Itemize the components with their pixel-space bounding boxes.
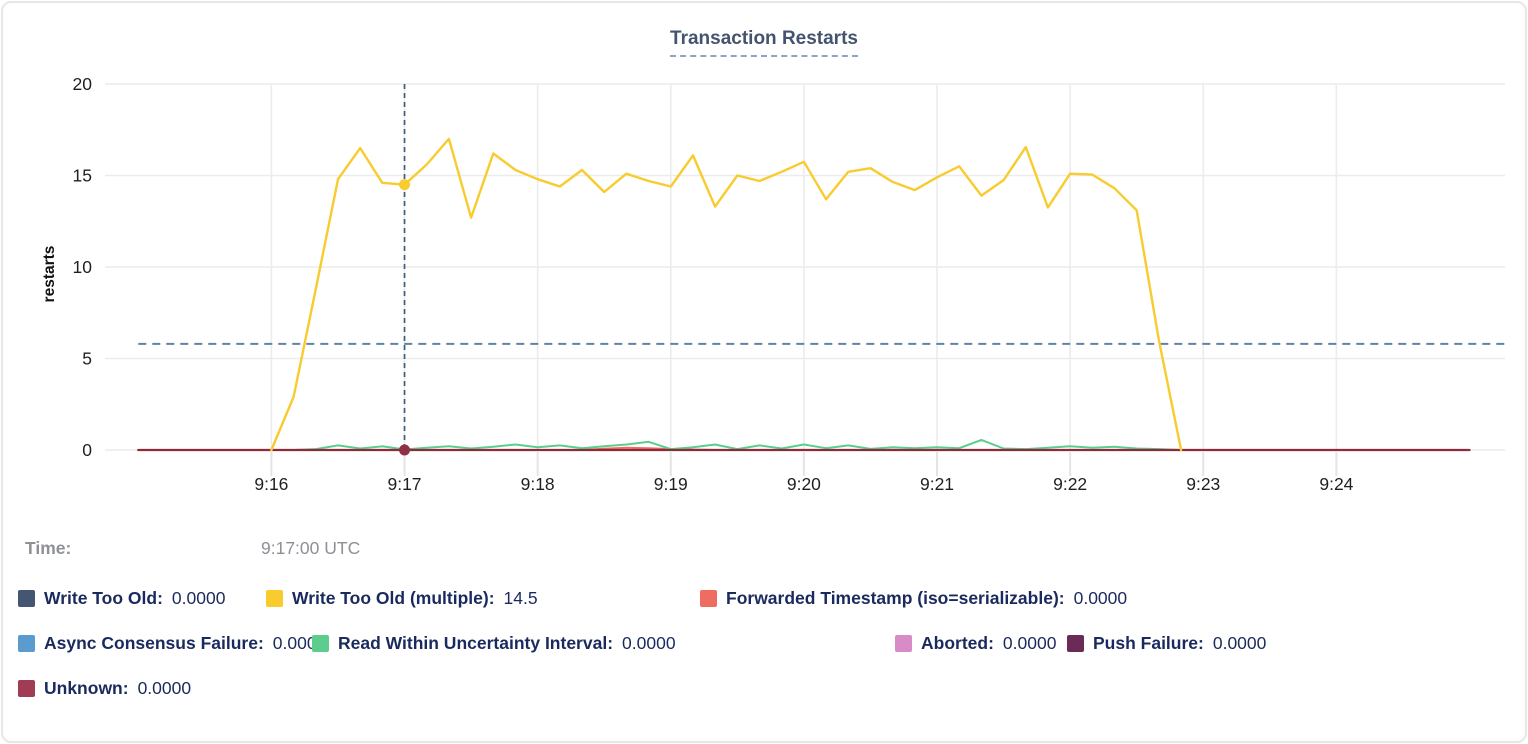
- legend-item-write-too-old[interactable]: Write Too Old: 0.0000: [18, 588, 225, 609]
- legend-label: Write Too Old (multiple):: [292, 588, 495, 608]
- y-tick-label: 10: [73, 257, 93, 277]
- y-tick-label: 20: [73, 74, 93, 94]
- legend-row-3: Unknown: 0.0000: [0, 678, 1528, 700]
- legend-label: Read Within Uncertainty Interval:: [338, 633, 614, 653]
- x-tick-label: 9:18: [521, 474, 555, 494]
- legend-item-read-within-uncertainty-interval[interactable]: Read Within Uncertainty Interval: 0.0000: [312, 633, 676, 654]
- legend-row-2: Async Consensus Failure: 0.0000 Read Wit…: [0, 633, 1528, 655]
- legend-swatch-read-within-uncertainty-interval: [312, 635, 329, 652]
- legend-value: 0.0000: [1212, 633, 1267, 653]
- legend-value: 0.0000: [137, 678, 192, 698]
- x-tick-label: 9:20: [787, 474, 821, 494]
- y-tick-label: 5: [82, 349, 92, 369]
- legend-label: Push Failure:: [1093, 633, 1204, 653]
- chart-title[interactable]: Transaction Restarts: [670, 28, 858, 57]
- legend-label: Unknown:: [44, 678, 129, 698]
- time-label: Time:: [25, 538, 72, 558]
- legend-item-forwarded-timestamp[interactable]: Forwarded Timestamp (iso=serializable): …: [700, 588, 1127, 609]
- time-value: 9:17:00 UTC: [261, 538, 361, 558]
- legend-item-aborted[interactable]: Aborted: 0.0000: [895, 633, 1056, 654]
- legend-value: 0.0000: [1002, 633, 1057, 653]
- legend-swatch-unknown: [18, 680, 35, 697]
- legend-value: 14.5: [503, 588, 538, 608]
- legend-label: Async Consensus Failure:: [44, 633, 264, 653]
- series-write-too-old-multiple: [270, 137, 1183, 452]
- legend-swatch-forwarded-timestamp: [700, 590, 717, 607]
- x-tick-label: 9:23: [1186, 474, 1220, 494]
- legend-swatch-push-failure: [1067, 635, 1084, 652]
- legend-swatch-write-too-old-multiple: [266, 590, 283, 607]
- series-read-within-uncertainty-interval: [137, 438, 1183, 451]
- legend-swatch-async-consensus-failure: [18, 635, 35, 652]
- x-tick-label: 9:21: [920, 474, 954, 494]
- y-axis-title: restarts: [41, 245, 58, 303]
- legend-value: 0.0000: [171, 588, 226, 608]
- legend-row-1: Write Too Old: 0.0000 Write Too Old (mul…: [0, 588, 1528, 610]
- legend-item-unknown[interactable]: Unknown: 0.0000: [18, 678, 191, 699]
- x-tick-label: 9:24: [1319, 474, 1353, 494]
- legend-item-write-too-old-multiple[interactable]: Write Too Old (multiple): 14.5: [266, 588, 538, 609]
- y-tick-label: 0: [82, 440, 92, 460]
- legend-label: Aborted:: [921, 633, 994, 653]
- x-tick-label: 9:17: [387, 474, 421, 494]
- hover-dot-unknown: [399, 444, 411, 456]
- hover-dot-write-too-old-multiple: [399, 179, 411, 191]
- legend-value: 0.0000: [622, 633, 676, 653]
- legend-item-async-consensus-failure[interactable]: Async Consensus Failure: 0.0000: [18, 633, 326, 654]
- legend-item-push-failure[interactable]: Push Failure: 0.0000: [1067, 633, 1266, 654]
- legend-value: 0.0000: [1073, 588, 1128, 608]
- x-tick-label: 9:16: [254, 474, 288, 494]
- y-tick-label: 15: [73, 166, 92, 186]
- legend-label: Forwarded Timestamp (iso=serializable):: [726, 588, 1065, 608]
- legend-swatch-aborted: [895, 635, 912, 652]
- x-tick-label: 9:22: [1053, 474, 1087, 494]
- x-tick-label: 9:19: [654, 474, 688, 494]
- legend-swatch-write-too-old: [18, 590, 35, 607]
- chart-title-wrap: Transaction Restarts: [0, 28, 1528, 57]
- legend-label: Write Too Old:: [44, 588, 163, 608]
- hover-time-readout: Time: 9:17:00 UTC: [0, 538, 1528, 562]
